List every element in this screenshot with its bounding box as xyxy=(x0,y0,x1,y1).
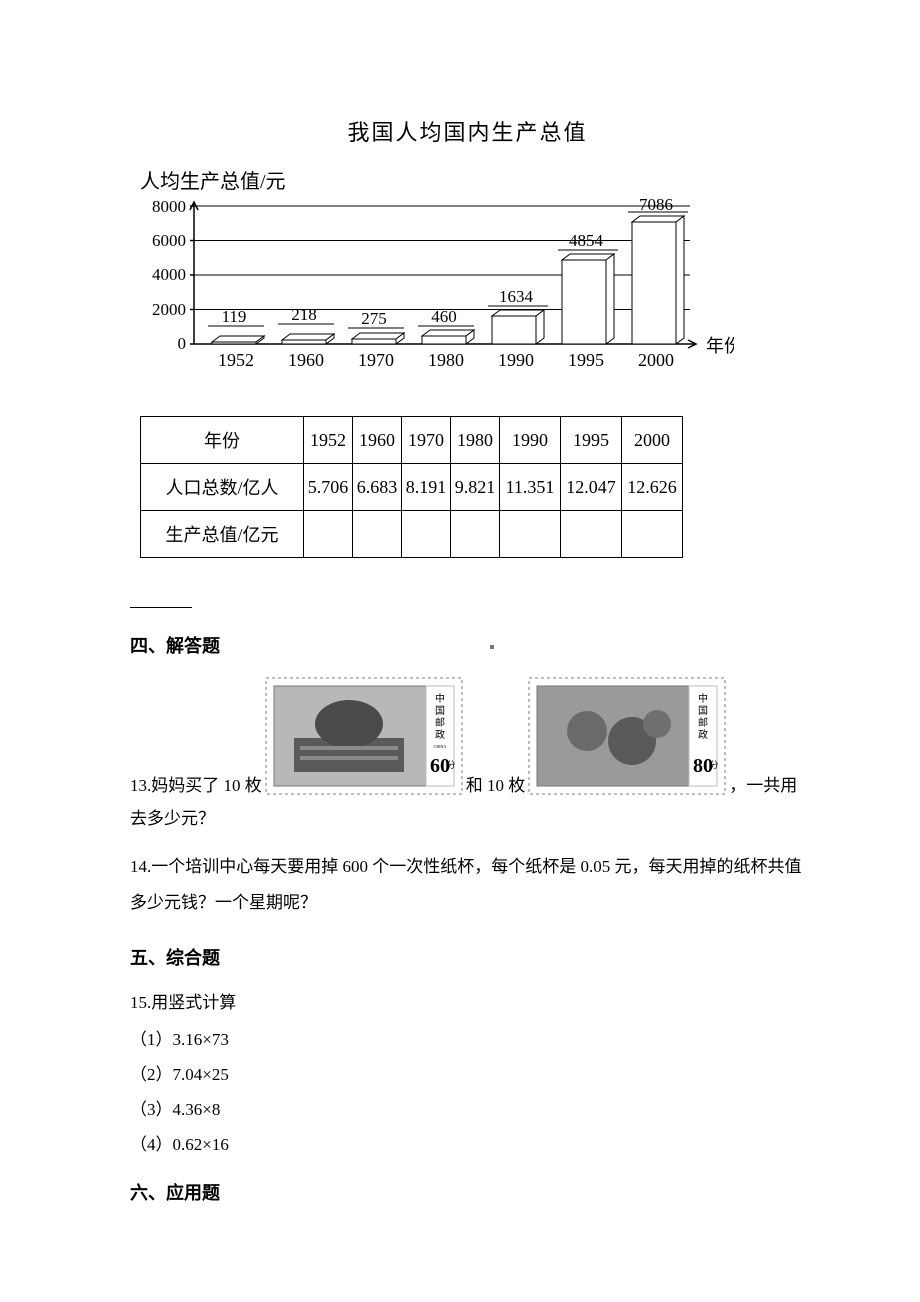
year-cell: 1980 xyxy=(451,417,500,464)
gdp-cell xyxy=(500,511,561,558)
gdp-bar-chart: 人均生产总值/元 0 2000 4000 6000 8000 xyxy=(134,165,805,386)
svg-text:218: 218 xyxy=(291,305,317,324)
dot-icon xyxy=(490,645,494,649)
y-axis-label: 人均生产总值/元 xyxy=(140,165,805,194)
pop-cell: 5.706 xyxy=(304,464,353,511)
svg-text:119: 119 xyxy=(222,307,247,326)
x-axis-label: 年份 xyxy=(706,336,734,356)
svg-text:国: 国 xyxy=(435,705,445,717)
section-6-heading: 六、应用题 xyxy=(130,1179,805,1205)
stamp-80fen: 中 国 邮 政 80 分 xyxy=(527,676,727,796)
pop-cell: 6.683 xyxy=(353,464,402,511)
table-row-population: 人口总数/亿人 5.706 6.683 8.191 9.821 11.351 1… xyxy=(141,464,683,511)
pop-cell: 9.821 xyxy=(451,464,500,511)
row-header-pop: 人口总数/亿人 xyxy=(141,464,304,511)
year-cell: 1970 xyxy=(402,417,451,464)
ytick-2: 4000 xyxy=(152,265,186,284)
section-5-heading: 五、综合题 xyxy=(130,944,805,970)
ytick-4: 8000 xyxy=(152,197,186,216)
svg-text:1980: 1980 xyxy=(428,350,464,370)
pop-cell: 12.626 xyxy=(622,464,683,511)
svg-text:邮: 邮 xyxy=(435,716,445,729)
table-row-year: 年份 1952 1960 1970 1980 1990 1995 2000 xyxy=(141,417,683,464)
row-header-gdp: 生产总值/亿元 xyxy=(141,511,304,558)
svg-text:政: 政 xyxy=(698,728,708,741)
svg-text:1990: 1990 xyxy=(498,350,534,370)
svg-text:460: 460 xyxy=(431,307,457,326)
q15-item: （2）7.04×25 xyxy=(130,1058,805,1093)
question-13-line1: 13.妈妈买了 10 枚 中 国 邮 政 60 分 CHINA xyxy=(130,676,805,796)
year-cell: 2000 xyxy=(622,417,683,464)
ytick-1: 2000 xyxy=(152,300,186,319)
question-15-head: 15.用竖式计算 xyxy=(130,988,805,1013)
pop-cell: 8.191 xyxy=(402,464,451,511)
year-cell: 1990 xyxy=(500,417,561,464)
question-15-list: （1）3.16×73 （2）7.04×25 （3）4.36×8 （4）0.62×… xyxy=(130,1023,805,1162)
data-table: 年份 1952 1960 1970 1980 1990 1995 2000 人口… xyxy=(140,416,683,558)
svg-text:1995: 1995 xyxy=(568,350,604,370)
svg-text:275: 275 xyxy=(361,309,387,328)
svg-text:1960: 1960 xyxy=(288,350,324,370)
bar-1952: 119 1952 xyxy=(208,307,264,370)
q15-item: （1）3.16×73 xyxy=(130,1023,805,1058)
row-header-year: 年份 xyxy=(141,417,304,464)
svg-text:CHINA: CHINA xyxy=(433,744,446,749)
svg-text:国: 国 xyxy=(698,705,708,717)
gdp-cell xyxy=(402,511,451,558)
pop-cell: 12.047 xyxy=(561,464,622,511)
blank-underline xyxy=(130,606,192,608)
pop-cell: 11.351 xyxy=(500,464,561,511)
year-cell: 1995 xyxy=(561,417,622,464)
ytick-3: 6000 xyxy=(152,231,186,250)
section-4-heading: 四、解答题 xyxy=(130,632,805,658)
svg-text:7086: 7086 xyxy=(639,196,673,214)
chart-svg: 0 2000 4000 6000 8000 119 1952 xyxy=(134,196,734,386)
bar-1990: 1634 1990 xyxy=(488,287,548,370)
chart-title: 我国人均国内生产总值 xyxy=(130,115,805,147)
svg-text:政: 政 xyxy=(435,728,445,741)
bar-1995: 4854 1995 xyxy=(558,231,618,370)
gdp-cell xyxy=(561,511,622,558)
q15-item: （4）0.62×16 xyxy=(130,1128,805,1163)
svg-text:1970: 1970 xyxy=(358,350,394,370)
question-13-line2: 去多少元？ xyxy=(130,804,805,829)
svg-text:1952: 1952 xyxy=(218,350,254,370)
svg-text:分: 分 xyxy=(446,760,455,770)
svg-text:4854: 4854 xyxy=(569,231,604,250)
ytick-0: 0 xyxy=(178,334,187,353)
table-row-gdp: 生产总值/亿元 xyxy=(141,511,683,558)
svg-text:1634: 1634 xyxy=(499,287,534,306)
question-14: 14.一个培训中心每天要用掉 600 个一次性纸杯，每个纸杯是 0.05 元，每… xyxy=(130,849,805,920)
q13-mid: 和 10 枚 xyxy=(466,771,526,796)
year-cell: 1960 xyxy=(353,417,402,464)
year-cell: 1952 xyxy=(304,417,353,464)
q13-prefix: 13.妈妈买了 10 枚 xyxy=(130,771,262,796)
bar-1980: 460 1980 xyxy=(418,307,474,370)
bar-1960: 218 1960 xyxy=(278,305,334,370)
gdp-cell xyxy=(451,511,500,558)
svg-text:邮: 邮 xyxy=(698,716,708,729)
gdp-cell xyxy=(622,511,683,558)
gdp-cell xyxy=(304,511,353,558)
stamp-60fen: 中 国 邮 政 60 分 CHINA xyxy=(264,676,464,796)
q15-item: （3）4.36×8 xyxy=(130,1093,805,1128)
svg-text:中: 中 xyxy=(435,692,445,705)
gdp-cell xyxy=(353,511,402,558)
svg-text:2000: 2000 xyxy=(638,350,674,370)
svg-text:中: 中 xyxy=(698,692,708,705)
svg-text:分: 分 xyxy=(710,760,719,770)
bar-1970: 275 1970 xyxy=(348,309,404,370)
q13-suffix: ，一共用 xyxy=(729,771,797,796)
